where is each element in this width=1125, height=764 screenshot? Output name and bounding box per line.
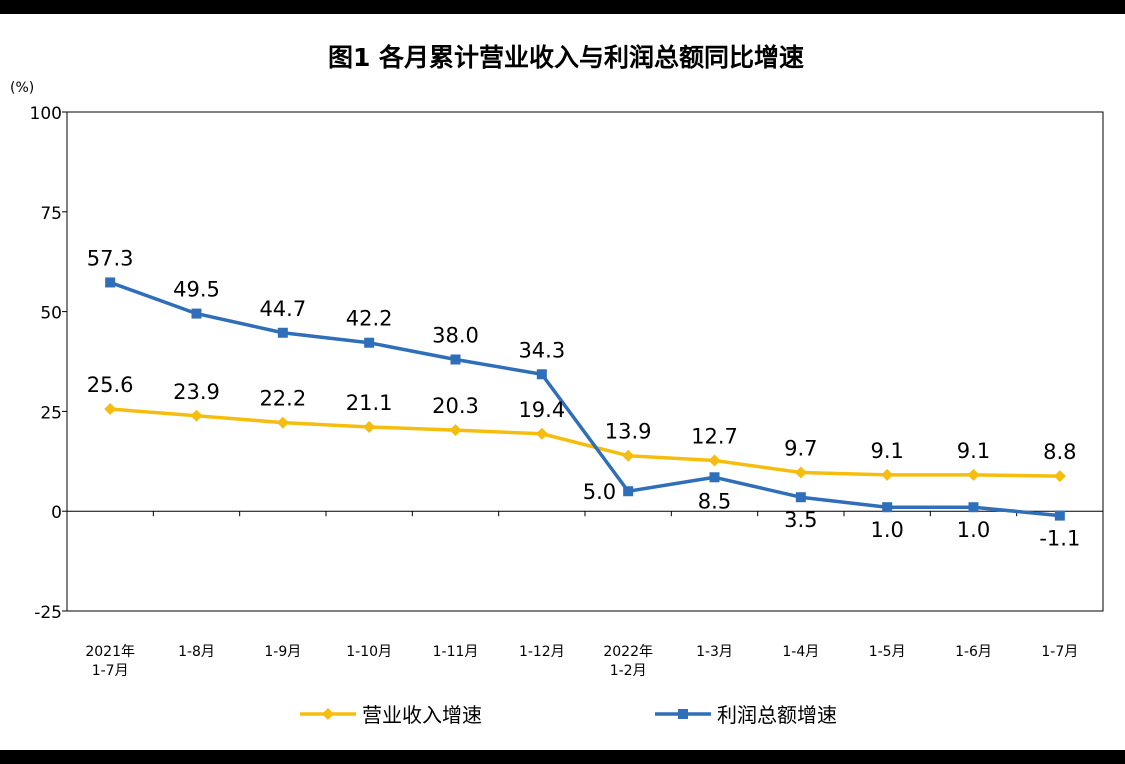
x-tick-label-line: 1-3月 (696, 644, 733, 660)
data-label: 21.1 (346, 391, 393, 415)
series-point (105, 277, 116, 288)
x-tick-label: 1-8月 (178, 644, 215, 660)
legend-label: 营业收入增速 (362, 703, 482, 727)
data-labels-layer: 25.6 23.9 22.2 21.1 20.3 19.4 13.9 12.7 9.7 9.1 9.… (87, 246, 1081, 550)
y-tick-label: 0 (51, 503, 62, 523)
series-point (1053, 470, 1066, 483)
y-tick-label: -25 (34, 603, 62, 623)
legend: 营业收入增速 利润总额增速 (300, 703, 837, 727)
x-axis-ticks: 2021年 1-7月 1-8月 1-9月 1-10月 1-11月 1-12月 2022年 1-2… (85, 644, 1078, 679)
data-label: 5.0 (583, 480, 616, 504)
y-tick-label: 50 (40, 304, 62, 324)
x-tick-label-line: 1-9月 (264, 644, 301, 660)
series-point (191, 308, 202, 319)
series-line (110, 407, 1060, 478)
chart-title: 图1 各月累计营业收入与利润总额同比增速 (328, 43, 804, 72)
data-label: 9.1 (957, 439, 990, 463)
x-tick-label: 2021年 1-7月 (85, 644, 135, 679)
x-tick-label: 1-9月 (264, 644, 301, 660)
series-point (535, 427, 548, 440)
series-point (881, 468, 894, 481)
series-point (882, 502, 893, 513)
data-label: 34.3 (518, 338, 565, 362)
x-tick-label-line: 1-10月 (346, 644, 392, 660)
series-point (795, 492, 806, 503)
x-tick-label-line: 1-2月 (610, 663, 647, 679)
y-tick-label: 75 (40, 204, 62, 224)
series-point (709, 472, 720, 483)
data-label: 12.7 (691, 425, 738, 449)
x-tick-label: 2022年 1-2月 (603, 644, 653, 679)
series-point (364, 337, 375, 348)
data-label: 49.5 (173, 278, 220, 302)
series-point (449, 424, 462, 437)
series-point (104, 403, 117, 416)
x-tick-label: 1-12月 (519, 644, 565, 660)
plot-frame (66, 111, 1104, 612)
series-point (967, 468, 980, 481)
chart-canvas: 图1 各月累计营业收入与利润总额同比增速 (%) 100 75 50 25 0 -25 2… (0, 14, 1125, 750)
y-axis-unit-label: (%) (10, 80, 34, 96)
x-tick-label-line: 1-11月 (433, 644, 479, 660)
data-label: 13.9 (605, 420, 652, 444)
zero-axis-line (66, 510, 1104, 517)
data-label: 20.3 (432, 394, 479, 418)
data-label: 25.6 (87, 373, 134, 397)
data-label: 9.1 (870, 439, 903, 463)
series-point (190, 409, 203, 422)
y-tick-label: 100 (30, 104, 62, 124)
x-tick-label: 1-6月 (955, 644, 992, 660)
series-point (450, 354, 461, 365)
chart-svg: 图1 各月累计营业收入与利润总额同比增速 (%) 100 75 50 25 0 -25 2… (10, 43, 1104, 727)
series-point (622, 449, 635, 462)
legend-swatch-marker (678, 709, 688, 719)
series-point (623, 486, 634, 497)
x-tick-label-line: 2022年 (603, 644, 653, 660)
data-label: 8.8 (1043, 440, 1076, 464)
x-tick-label: 1-5月 (869, 644, 906, 660)
series-point (708, 454, 721, 467)
legend-swatch-marker (322, 708, 334, 720)
series-point (363, 420, 376, 433)
x-tick-label-line: 2021年 (85, 644, 135, 660)
x-tick-label-line: 1-4月 (782, 644, 819, 660)
x-tick-label-line: 1-6月 (955, 644, 992, 660)
data-label: 22.2 (259, 387, 306, 411)
series-point (1054, 510, 1065, 521)
y-axis-ticks: 100 75 50 25 0 -25 (30, 104, 67, 623)
data-label: 44.7 (259, 297, 306, 321)
data-label: 38.0 (432, 324, 479, 348)
series-layer (104, 277, 1066, 521)
data-label: 42.2 (346, 307, 393, 331)
x-tick-label-line: 1-12月 (519, 644, 565, 660)
series-point (277, 327, 288, 338)
x-tick-label: 1-11月 (433, 644, 479, 660)
y-tick-label: 25 (40, 403, 62, 423)
x-tick-label-line: 1-5月 (869, 644, 906, 660)
series-line (109, 280, 1061, 518)
series-point (794, 466, 807, 479)
data-label: 57.3 (87, 246, 134, 270)
series-point (968, 502, 979, 513)
data-label: 1.0 (870, 518, 903, 542)
series-point (536, 369, 547, 380)
x-tick-label-line: 1-7月 (92, 663, 129, 679)
series-point (276, 416, 289, 429)
x-tick-label: 1-10月 (346, 644, 392, 660)
x-tick-label: 1-7月 (1041, 644, 1078, 660)
x-tick-label: 1-3月 (696, 644, 733, 660)
x-tick-label: 1-4月 (782, 644, 819, 660)
data-label: -1.1 (1039, 527, 1080, 551)
data-label: 23.9 (173, 380, 220, 404)
data-label: 3.5 (784, 508, 817, 532)
data-label: 1.0 (957, 518, 990, 542)
data-label: 9.7 (784, 436, 817, 460)
x-tick-label-line: 1-8月 (178, 644, 215, 660)
legend-label: 利润总额增速 (717, 703, 837, 727)
data-label: 19.4 (518, 398, 565, 422)
x-tick-label-line: 1-7月 (1041, 644, 1078, 660)
data-label: 8.5 (698, 489, 731, 513)
